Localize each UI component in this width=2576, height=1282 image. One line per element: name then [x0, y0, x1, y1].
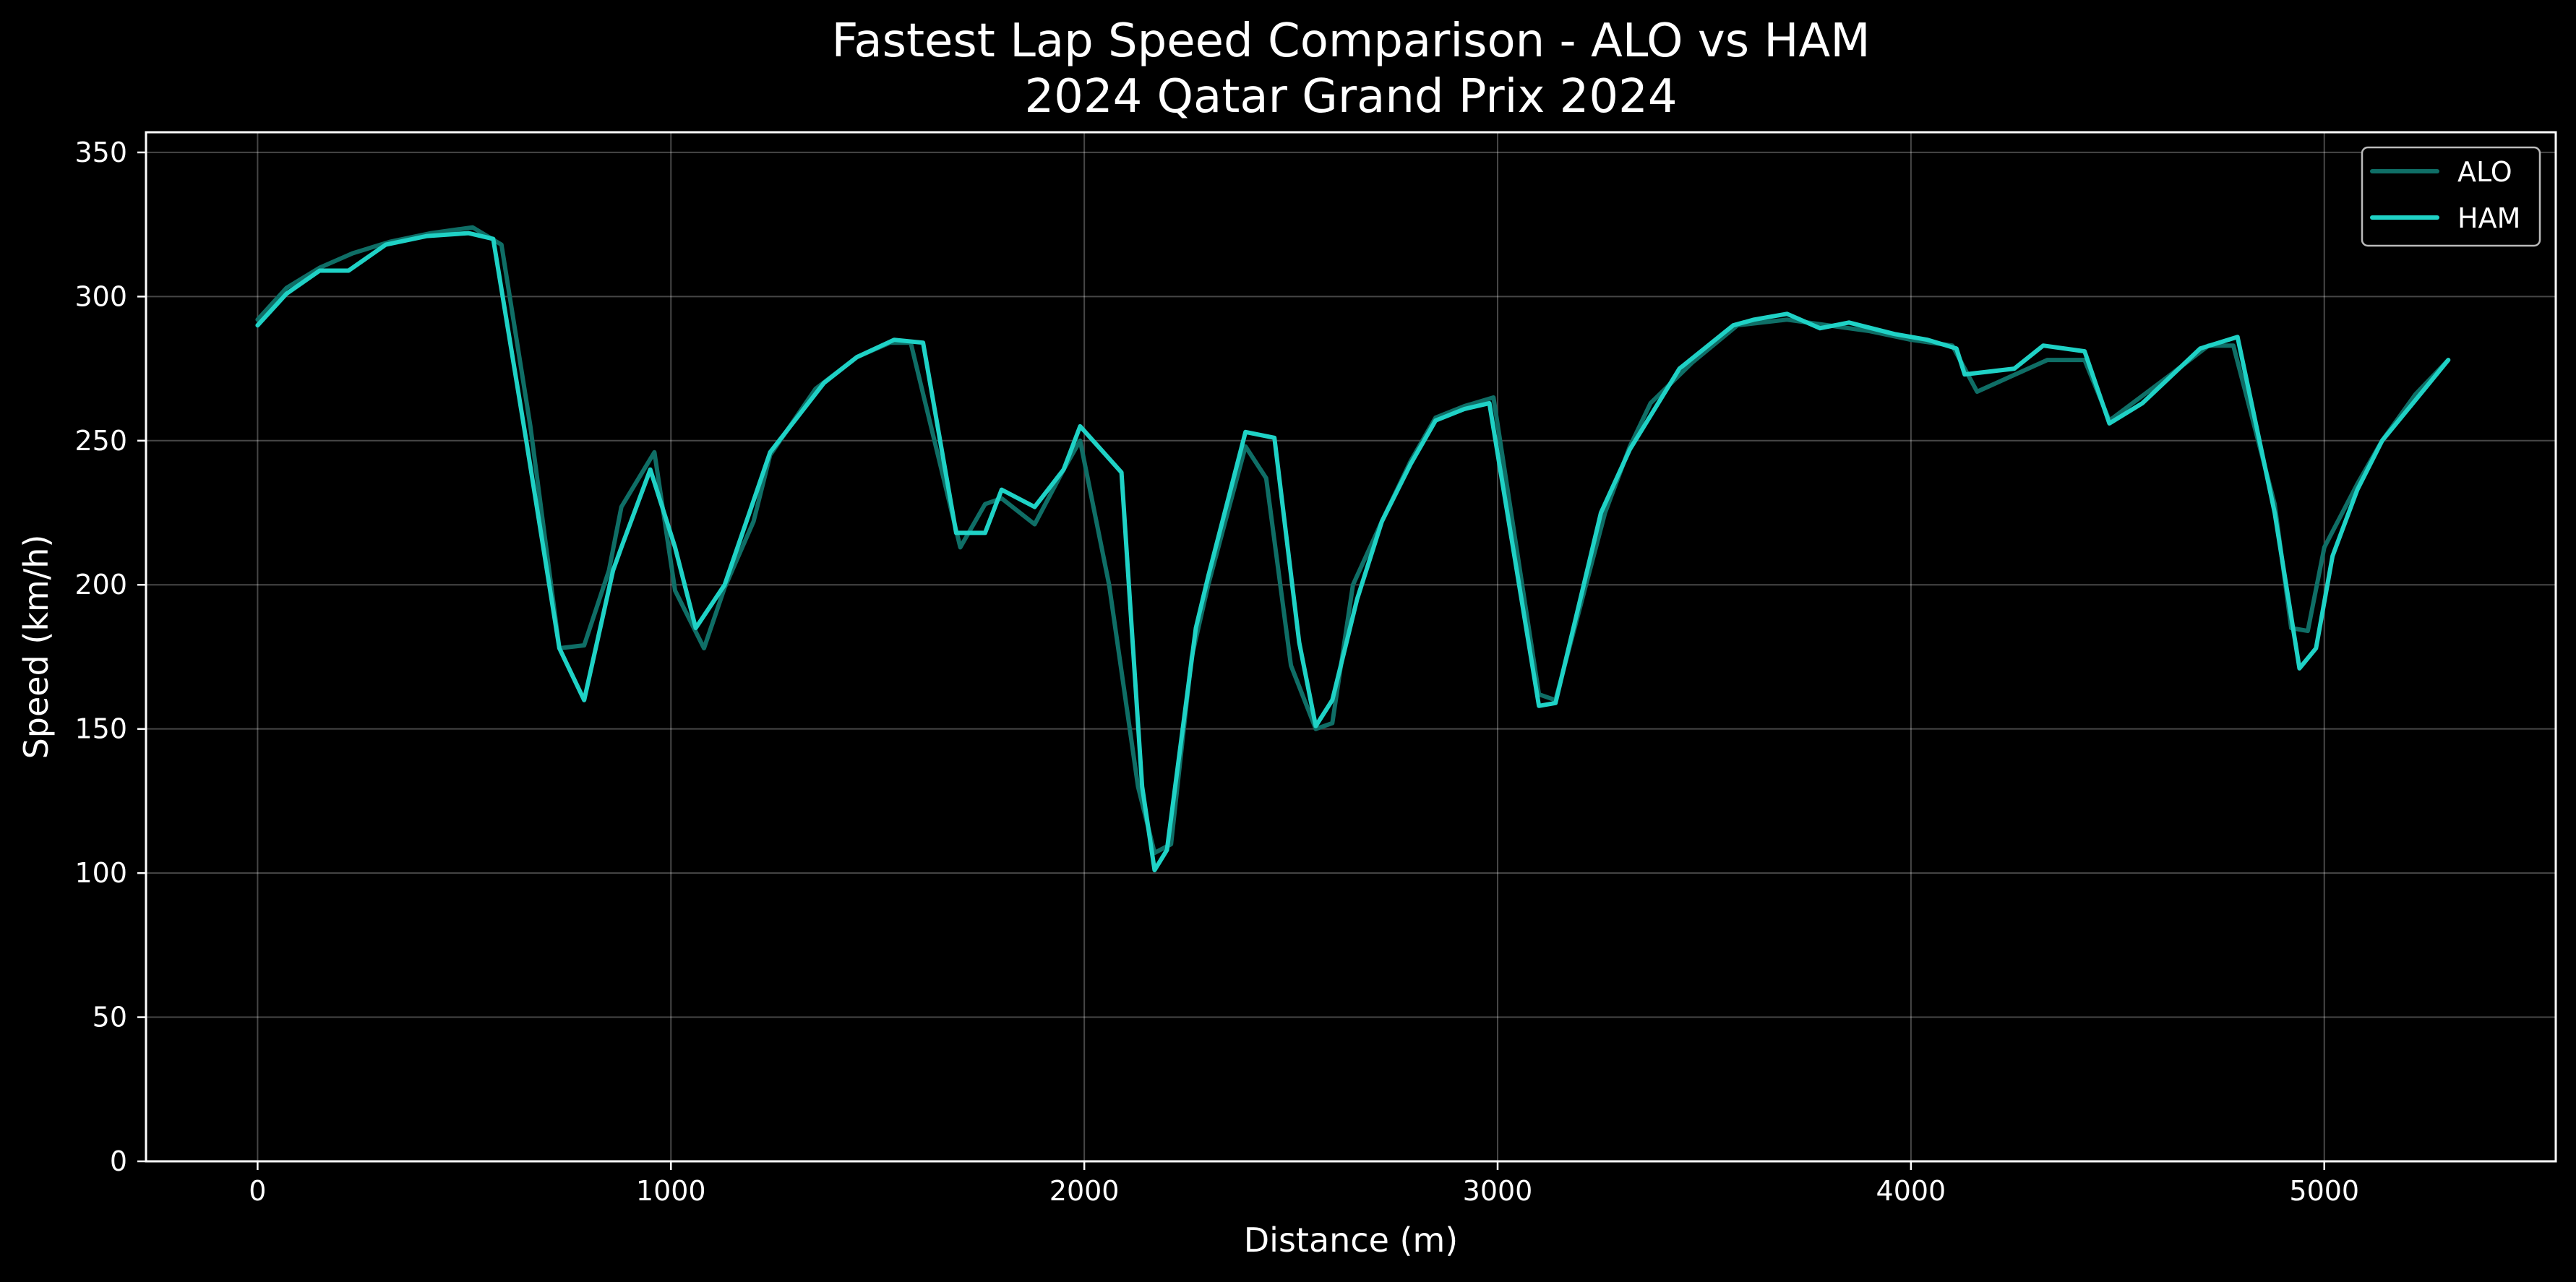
y-tick-label: 250	[74, 425, 127, 457]
y-tick-label: 350	[74, 137, 127, 168]
y-tick-label: 100	[74, 857, 127, 889]
y-tick-label: 50	[93, 1002, 127, 1033]
x-tick-label: 5000	[2289, 1175, 2359, 1207]
x-tick-label: 4000	[1876, 1175, 1946, 1207]
legend: ALO HAM	[2361, 146, 2541, 247]
legend-label-ham: HAM	[2457, 202, 2520, 234]
x-tick-label: 2000	[1049, 1175, 1120, 1207]
y-tick-label: 300	[74, 280, 127, 312]
x-tick-label: 0	[249, 1175, 266, 1207]
legend-label-alo: ALO	[2457, 156, 2512, 188]
x-axis-label: Distance (m)	[1244, 1221, 1458, 1260]
y-axis-label: Speed (km/h)	[17, 535, 56, 760]
y-tick-label: 200	[74, 569, 127, 601]
series-lines	[255, 225, 2451, 873]
x-tick-label: 3000	[1463, 1175, 1533, 1207]
y-tick-label: 150	[74, 713, 127, 745]
x-tick-label: 1000	[636, 1175, 706, 1207]
plot-frame	[145, 131, 2557, 1163]
chart-subtitle: 2024 Qatar Grand Prix 2024	[1024, 70, 1677, 124]
series-line-alo	[255, 225, 2451, 856]
axis-ticks: 0 1000 2000 3000 4000 5000 0 50 100 150 200 250 300 3…	[74, 137, 2359, 1207]
chart-title: Fastest Lap Speed Comparison - ALO vs HA…	[831, 14, 1870, 68]
y-tick-label: 0	[110, 1145, 127, 1177]
series-line-ham	[255, 231, 2451, 873]
